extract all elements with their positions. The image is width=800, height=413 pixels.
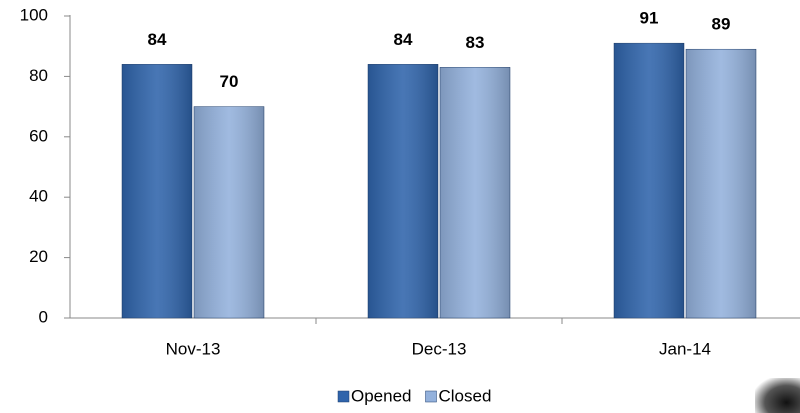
y-tick-label: 60	[29, 126, 48, 145]
bar-shade	[440, 67, 510, 318]
bar-shade	[614, 43, 684, 318]
data-label: 84	[148, 30, 167, 49]
data-label: 89	[712, 15, 731, 34]
data-label: 83	[466, 33, 485, 52]
bar-shade	[686, 49, 756, 318]
x-tick-label: Jan-14	[659, 339, 711, 358]
bar-shade	[368, 64, 438, 318]
x-tick-label: Dec-13	[412, 339, 467, 358]
y-tick-label: 0	[39, 307, 48, 326]
data-label: 70	[220, 72, 239, 91]
y-tick-label: 100	[20, 5, 48, 24]
chart: 0 20 40 60 80 100 Nov-13 84 70 Dec-13 84 83 Jan-14 91…	[0, 0, 800, 413]
x-tick-label: Nov-13	[166, 339, 221, 358]
legend-swatch	[338, 391, 349, 402]
corner-image	[755, 378, 800, 413]
legend-label: Closed	[439, 386, 492, 405]
legend-label: Opened	[351, 386, 412, 405]
bar-shade	[122, 64, 192, 318]
bar-shade	[194, 107, 264, 318]
legend-swatch	[426, 391, 437, 402]
y-tick-label: 40	[29, 187, 48, 206]
data-label: 84	[394, 30, 413, 49]
y-tick-label: 80	[29, 66, 48, 85]
y-tick-label: 20	[29, 247, 48, 266]
data-label: 91	[640, 9, 659, 28]
